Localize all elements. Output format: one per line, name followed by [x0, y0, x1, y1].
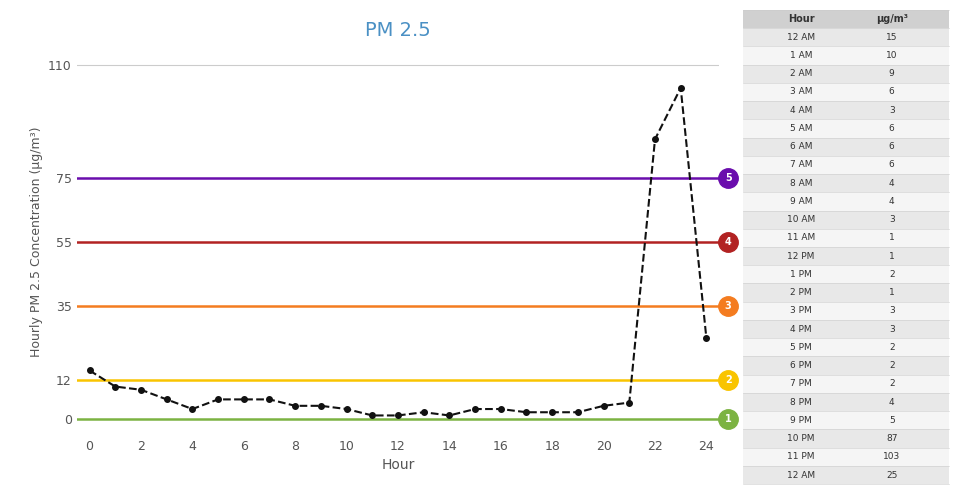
- Text: 6: 6: [889, 142, 895, 151]
- Text: 11 PM: 11 PM: [787, 453, 815, 461]
- Text: 3 PM: 3 PM: [790, 306, 812, 315]
- Text: 12 PM: 12 PM: [787, 251, 814, 261]
- Bar: [743, 83, 949, 101]
- Bar: [743, 137, 949, 156]
- Bar: [743, 229, 949, 247]
- Bar: [743, 120, 949, 137]
- Text: 6 PM: 6 PM: [790, 361, 812, 370]
- Text: 12 AM: 12 AM: [787, 470, 815, 480]
- Text: 4: 4: [889, 197, 895, 206]
- Text: 2: 2: [889, 379, 895, 388]
- Text: 4: 4: [889, 179, 895, 188]
- Text: 7 PM: 7 PM: [790, 379, 812, 388]
- Text: 6: 6: [889, 161, 895, 169]
- Text: 5: 5: [725, 173, 732, 183]
- Text: 5: 5: [889, 416, 895, 425]
- X-axis label: Hour: Hour: [382, 458, 414, 472]
- Bar: [743, 156, 949, 174]
- Bar: [743, 101, 949, 120]
- Bar: [743, 65, 949, 83]
- Bar: [743, 448, 949, 466]
- Text: 4: 4: [725, 237, 732, 247]
- Text: 25: 25: [886, 470, 898, 480]
- Text: 9 AM: 9 AM: [789, 197, 812, 206]
- Bar: [743, 284, 949, 302]
- Text: 12 AM: 12 AM: [787, 33, 815, 41]
- Bar: [743, 174, 949, 192]
- Text: Hour: Hour: [787, 14, 814, 24]
- Text: 2 AM: 2 AM: [790, 69, 812, 78]
- Text: 2: 2: [889, 270, 895, 279]
- Text: 4: 4: [889, 398, 895, 407]
- Text: 2 PM: 2 PM: [790, 288, 811, 297]
- Text: 11 AM: 11 AM: [786, 233, 815, 243]
- Y-axis label: Hourly PM 2.5 Concentration (μg/m³): Hourly PM 2.5 Concentration (μg/m³): [30, 127, 42, 357]
- Text: 1: 1: [725, 413, 732, 424]
- Text: 3 AM: 3 AM: [789, 87, 812, 96]
- Text: 6: 6: [889, 87, 895, 96]
- Text: 2: 2: [889, 361, 895, 370]
- Text: 1 PM: 1 PM: [790, 270, 812, 279]
- Text: 3: 3: [725, 301, 732, 311]
- Text: μg/m³: μg/m³: [876, 14, 907, 24]
- Text: 3: 3: [889, 106, 895, 115]
- Text: 9: 9: [889, 69, 895, 78]
- Text: 2: 2: [725, 375, 732, 385]
- Text: 1: 1: [889, 233, 895, 243]
- Text: 10 PM: 10 PM: [787, 434, 815, 443]
- Text: 3: 3: [889, 325, 895, 333]
- Bar: [743, 28, 949, 46]
- Title: PM 2.5: PM 2.5: [365, 21, 431, 40]
- Text: 15: 15: [886, 33, 898, 41]
- Bar: [743, 466, 949, 484]
- Text: 7 AM: 7 AM: [789, 161, 812, 169]
- Bar: [743, 192, 949, 210]
- Text: 5 PM: 5 PM: [790, 343, 812, 352]
- Text: 9 PM: 9 PM: [790, 416, 812, 425]
- Text: 2: 2: [889, 343, 895, 352]
- Bar: [743, 357, 949, 374]
- Text: 103: 103: [883, 453, 901, 461]
- Bar: [743, 338, 949, 357]
- Bar: [743, 265, 949, 284]
- Text: 3: 3: [889, 215, 895, 224]
- Text: 6: 6: [889, 124, 895, 133]
- Bar: [743, 320, 949, 338]
- Text: 8 PM: 8 PM: [790, 398, 812, 407]
- Text: 87: 87: [886, 434, 898, 443]
- Text: 1: 1: [889, 288, 895, 297]
- Text: 4 AM: 4 AM: [790, 106, 812, 115]
- Text: 5 AM: 5 AM: [789, 124, 812, 133]
- Bar: [743, 46, 949, 65]
- Bar: [743, 429, 949, 448]
- Bar: [743, 374, 949, 393]
- Bar: [743, 393, 949, 411]
- Bar: [743, 411, 949, 429]
- Text: 1: 1: [889, 251, 895, 261]
- Bar: [743, 302, 949, 320]
- Bar: [743, 247, 949, 265]
- Text: 10: 10: [886, 51, 898, 60]
- Bar: [743, 10, 949, 28]
- Text: 8 AM: 8 AM: [789, 179, 812, 188]
- Bar: [743, 210, 949, 229]
- Text: 10 AM: 10 AM: [786, 215, 815, 224]
- Text: 4 PM: 4 PM: [790, 325, 811, 333]
- Text: 1 AM: 1 AM: [789, 51, 812, 60]
- Text: 6 AM: 6 AM: [789, 142, 812, 151]
- Text: 3: 3: [889, 306, 895, 315]
